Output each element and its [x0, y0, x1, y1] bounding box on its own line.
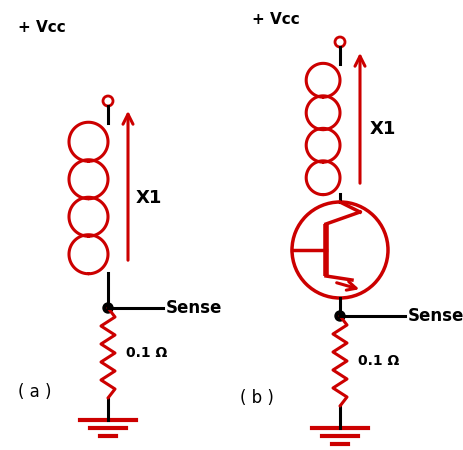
Text: X1: X1 [369, 120, 395, 138]
Text: 0.1 Ω: 0.1 Ω [126, 346, 167, 360]
Text: Sense: Sense [166, 299, 222, 317]
Circle shape [334, 311, 344, 321]
Circle shape [103, 303, 113, 313]
Text: + Vcc: + Vcc [18, 20, 66, 35]
Text: X1: X1 [136, 189, 162, 207]
Text: 0.1 Ω: 0.1 Ω [357, 354, 398, 368]
Text: ( a ): ( a ) [18, 383, 51, 401]
Text: ( b ): ( b ) [239, 389, 273, 407]
Text: + Vcc: + Vcc [251, 12, 299, 27]
Text: Sense: Sense [407, 307, 463, 325]
